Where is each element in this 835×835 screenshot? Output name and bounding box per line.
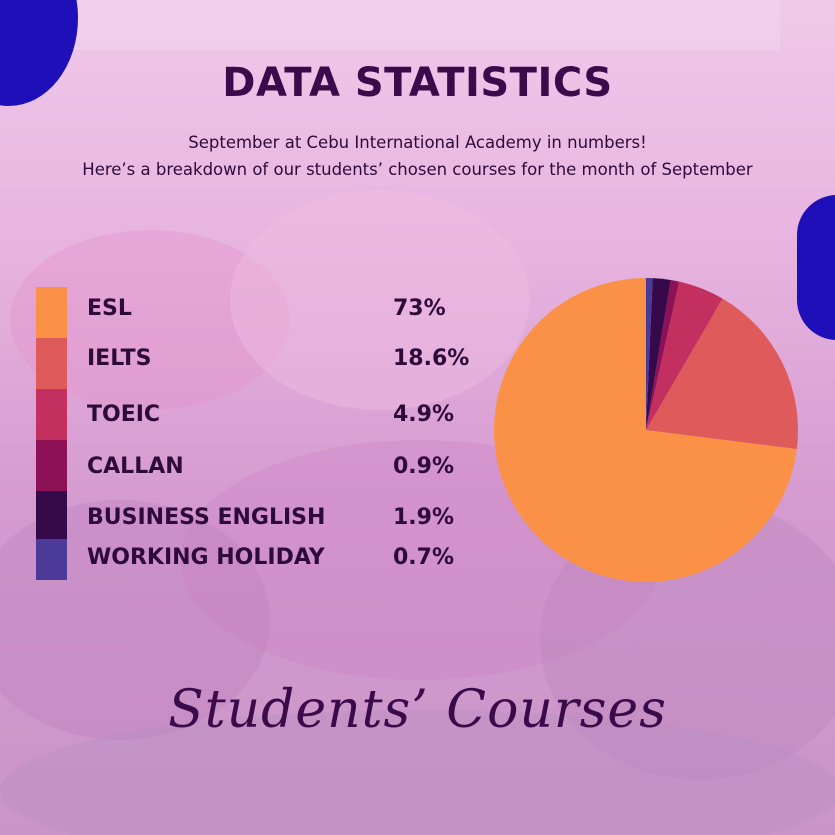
value-label-working-holiday: 0.7% [393,545,455,570]
legend-label-ielts: IELTS [87,346,152,371]
pie-slice-working-holiday [646,278,653,430]
value-label-ielts: 18.6% [393,346,470,371]
value-label-toeic: 4.9% [393,402,455,427]
legend-label-working-holiday: WORKING HOLIDAY [87,545,325,570]
legend-swatch-esl [36,287,67,338]
pie-slice-toeic [646,281,723,430]
legend-swatch-business-english [36,491,67,539]
pie-slice-business-english [646,278,671,430]
value-label-callan: 0.9% [393,454,455,479]
pie-slice-esl [493,278,797,582]
legend-swatch-toeic [36,389,67,440]
page-title: DATA STATISTICS [222,60,613,106]
legend-label-toeic: TOEIC [87,402,161,427]
value-label-business-english: 1.9% [393,505,455,530]
legend-label-callan: CALLAN [87,454,184,479]
pie-slice-ielts [646,298,798,450]
legend-label-business-english: BUSINESS ENGLISH [87,505,326,530]
side-blob-shape [797,195,835,340]
value-label-esl: 73% [393,296,446,321]
legend-swatch-callan [36,440,67,491]
legend-swatch-ielts [36,338,67,389]
subtitle-line-2: Here’s a breakdown of our students’ chos… [82,160,753,179]
pie-slice-callan [646,280,680,430]
pie-chart [493,278,798,582]
subtitle-line-1: September at Cebu International Academy … [188,133,647,152]
legend-swatch-working-holiday [36,539,67,580]
legend-label-esl: ESL [87,296,132,321]
footer-caption: Students’ Courses [168,680,667,740]
